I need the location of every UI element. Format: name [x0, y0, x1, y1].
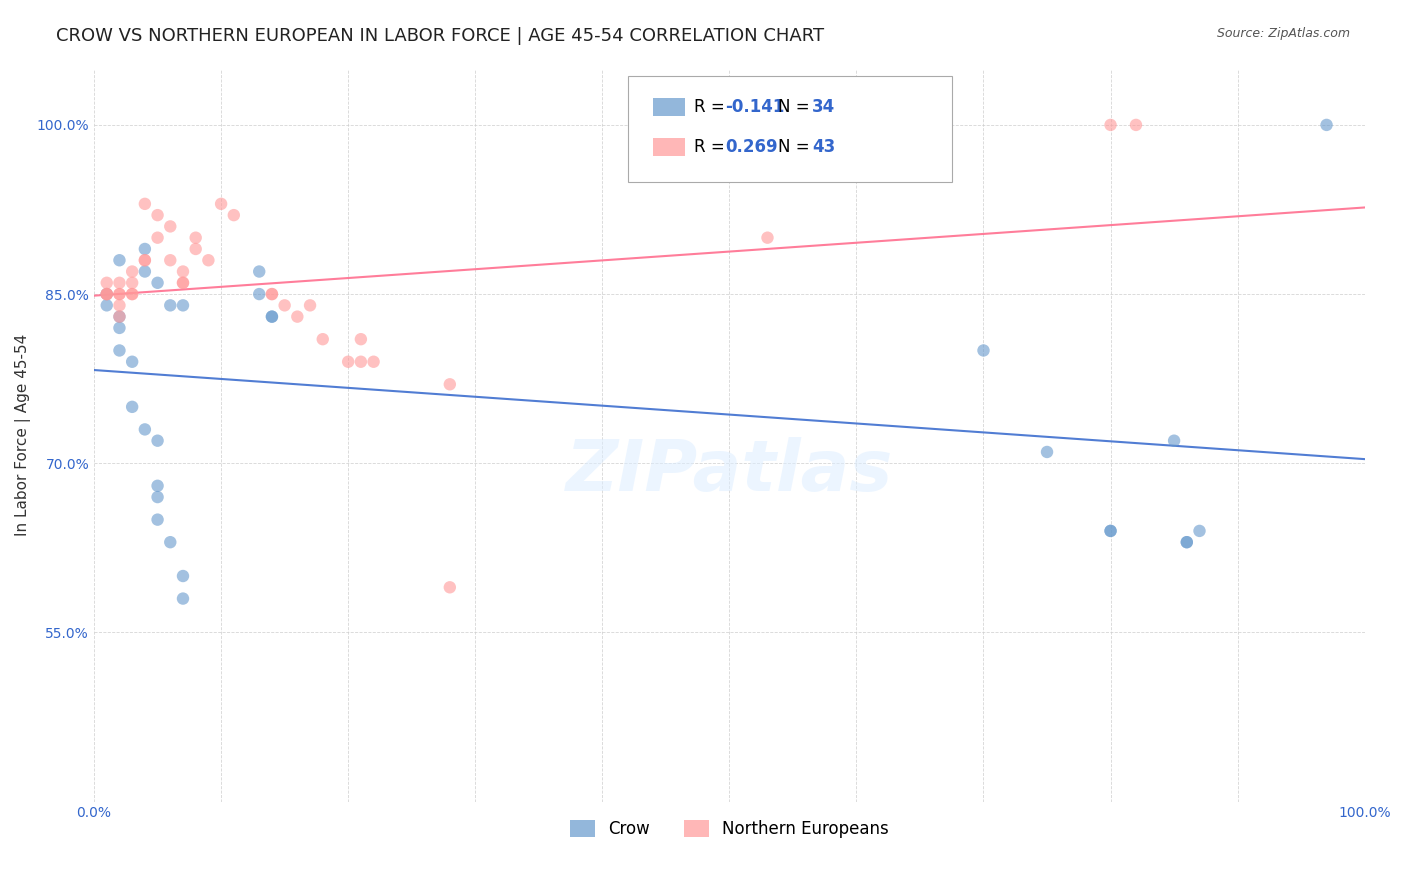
- Point: [121, 264, 143, 278]
- Text: R =: R =: [693, 98, 730, 116]
- Text: R =: R =: [693, 138, 730, 156]
- Point: [108, 253, 131, 268]
- Point: [439, 377, 461, 392]
- Point: [146, 434, 169, 448]
- Point: [96, 287, 118, 301]
- Point: [108, 310, 131, 324]
- Point: [108, 321, 131, 335]
- Text: 34: 34: [811, 98, 835, 116]
- Point: [146, 276, 169, 290]
- Point: [172, 276, 194, 290]
- Point: [337, 355, 360, 369]
- Point: [146, 208, 169, 222]
- Point: [1099, 524, 1122, 538]
- Point: [172, 276, 194, 290]
- Text: 0.269: 0.269: [725, 138, 778, 156]
- Text: 43: 43: [811, 138, 835, 156]
- Point: [146, 513, 169, 527]
- Point: [363, 355, 385, 369]
- Point: [350, 355, 373, 369]
- Text: CROW VS NORTHERN EUROPEAN IN LABOR FORCE | AGE 45-54 CORRELATION CHART: CROW VS NORTHERN EUROPEAN IN LABOR FORCE…: [56, 27, 824, 45]
- Point: [1099, 118, 1122, 132]
- Point: [1188, 524, 1211, 538]
- Point: [121, 276, 143, 290]
- Point: [159, 253, 181, 268]
- Point: [350, 332, 373, 346]
- Point: [121, 355, 143, 369]
- Point: [172, 264, 194, 278]
- Point: [222, 208, 245, 222]
- Point: [1163, 434, 1185, 448]
- Point: [134, 242, 156, 256]
- Point: [197, 253, 219, 268]
- Point: [247, 264, 270, 278]
- Point: [159, 535, 181, 549]
- Point: [134, 253, 156, 268]
- Point: [108, 310, 131, 324]
- Point: [1316, 118, 1339, 132]
- Point: [121, 287, 143, 301]
- Point: [1125, 118, 1147, 132]
- Point: [172, 298, 194, 312]
- Point: [159, 298, 181, 312]
- Point: [247, 287, 270, 301]
- Point: [134, 197, 156, 211]
- Point: [312, 332, 335, 346]
- Point: [260, 310, 283, 324]
- Point: [172, 591, 194, 606]
- Text: -0.141: -0.141: [725, 98, 785, 116]
- Point: [260, 287, 283, 301]
- Point: [96, 298, 118, 312]
- Point: [1099, 524, 1122, 538]
- Point: [108, 298, 131, 312]
- Point: [96, 276, 118, 290]
- Point: [108, 276, 131, 290]
- Point: [172, 569, 194, 583]
- Point: [121, 287, 143, 301]
- Point: [299, 298, 322, 312]
- Point: [108, 287, 131, 301]
- Point: [96, 287, 118, 301]
- FancyBboxPatch shape: [627, 76, 952, 182]
- Point: [108, 343, 131, 358]
- Point: [134, 422, 156, 436]
- Point: [184, 242, 207, 256]
- Point: [134, 253, 156, 268]
- Point: [96, 287, 118, 301]
- Point: [1175, 535, 1198, 549]
- Point: [96, 287, 118, 301]
- Point: [1036, 445, 1059, 459]
- Text: N =: N =: [778, 98, 814, 116]
- Point: [159, 219, 181, 234]
- Point: [209, 197, 232, 211]
- Point: [134, 264, 156, 278]
- Text: Source: ZipAtlas.com: Source: ZipAtlas.com: [1216, 27, 1350, 40]
- Legend: Crow, Northern Europeans: Crow, Northern Europeans: [564, 813, 896, 845]
- Y-axis label: In Labor Force | Age 45-54: In Labor Force | Age 45-54: [15, 334, 31, 536]
- Point: [285, 310, 308, 324]
- Point: [756, 230, 779, 244]
- Point: [273, 298, 295, 312]
- Point: [184, 230, 207, 244]
- Point: [1175, 535, 1198, 549]
- Point: [146, 479, 169, 493]
- Point: [260, 310, 283, 324]
- Point: [439, 580, 461, 594]
- Point: [108, 287, 131, 301]
- Bar: [654, 98, 685, 116]
- Point: [972, 343, 994, 358]
- Point: [146, 230, 169, 244]
- Point: [121, 400, 143, 414]
- Bar: [654, 138, 685, 156]
- Point: [146, 490, 169, 504]
- Text: N =: N =: [778, 138, 814, 156]
- Point: [260, 287, 283, 301]
- Text: ZIPatlas: ZIPatlas: [565, 437, 893, 506]
